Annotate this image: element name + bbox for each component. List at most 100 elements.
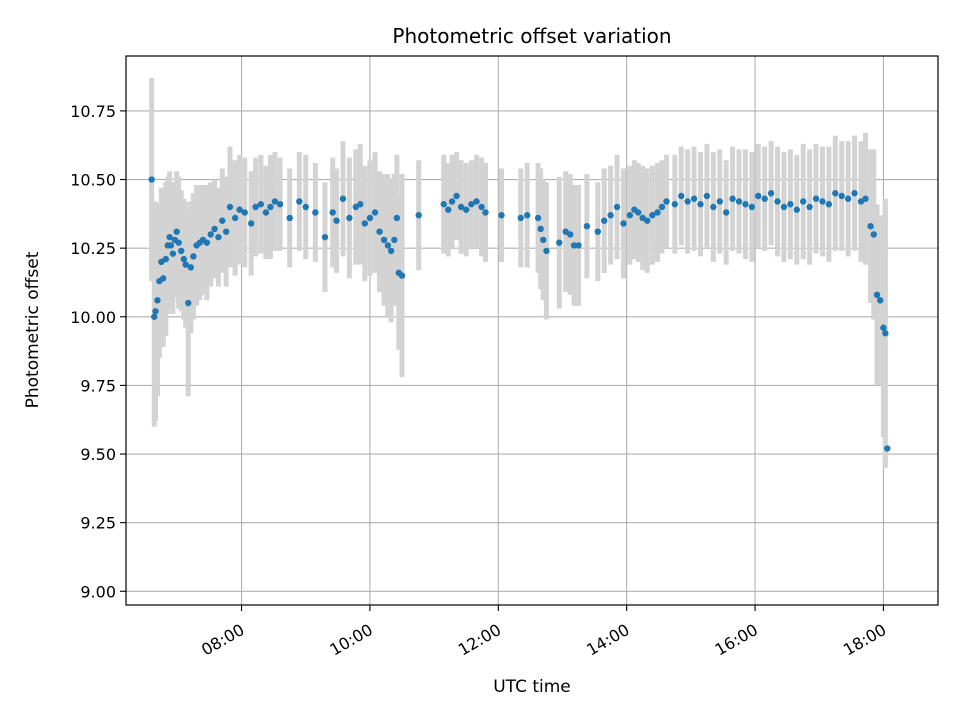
data-point xyxy=(175,239,182,246)
data-point xyxy=(870,231,878,238)
data-point xyxy=(339,195,347,202)
data-point xyxy=(231,214,239,222)
data-point xyxy=(371,209,379,216)
data-point xyxy=(271,198,279,205)
data-point xyxy=(812,195,820,202)
data-point xyxy=(302,203,309,211)
data-point xyxy=(537,225,544,233)
data-point xyxy=(678,192,685,200)
data-point xyxy=(187,264,195,271)
data-point xyxy=(644,217,651,224)
y-tick-label: 10.25 xyxy=(70,239,116,258)
data-point xyxy=(185,299,192,307)
data-point xyxy=(384,242,392,249)
data-point xyxy=(806,203,813,211)
data-point xyxy=(671,201,679,208)
data-point xyxy=(468,201,475,208)
data-point xyxy=(215,233,222,241)
data-point xyxy=(517,214,524,222)
data-point xyxy=(884,445,891,452)
data-point xyxy=(583,222,591,230)
data-point xyxy=(543,247,550,255)
data-point xyxy=(391,236,398,244)
data-point xyxy=(357,201,364,208)
data-point xyxy=(482,209,489,216)
data-point xyxy=(880,324,887,331)
data-points xyxy=(148,176,891,452)
data-point xyxy=(819,198,826,205)
data-point xyxy=(398,272,406,279)
data-point xyxy=(649,212,656,219)
y-tick-label: 10.50 xyxy=(70,171,116,190)
data-point xyxy=(387,247,395,255)
data-point xyxy=(190,253,197,260)
data-point xyxy=(566,231,574,238)
data-point xyxy=(832,190,839,197)
data-point xyxy=(690,195,698,202)
data-point xyxy=(203,239,211,246)
data-point xyxy=(167,242,175,249)
y-tick-label: 9.50 xyxy=(80,445,116,464)
data-point xyxy=(169,250,177,257)
data-point xyxy=(182,261,189,268)
data-point xyxy=(448,198,456,205)
data-point xyxy=(716,198,723,205)
data-point xyxy=(478,203,485,211)
y-tick-label: 9.00 xyxy=(80,582,116,601)
data-point xyxy=(800,198,807,205)
data-point xyxy=(767,190,775,197)
data-point xyxy=(241,209,248,216)
data-point xyxy=(457,203,465,211)
data-point xyxy=(321,233,329,241)
y-tick-label: 9.75 xyxy=(80,376,116,395)
data-point xyxy=(774,198,781,205)
data-point xyxy=(882,330,889,337)
data-point xyxy=(523,212,531,219)
data-point xyxy=(498,212,505,219)
data-point xyxy=(211,225,218,233)
data-point xyxy=(166,233,173,241)
data-point xyxy=(684,198,691,205)
data-point xyxy=(151,313,158,320)
data-point xyxy=(453,192,460,200)
data-point xyxy=(346,214,353,222)
data-point xyxy=(761,195,768,202)
data-point xyxy=(162,255,169,263)
data-point xyxy=(620,220,627,227)
data-point xyxy=(601,217,608,224)
data-point xyxy=(440,201,447,208)
data-point xyxy=(226,203,234,211)
data-point xyxy=(825,201,833,208)
data-point xyxy=(663,198,670,205)
data-point xyxy=(703,192,711,200)
data-point xyxy=(219,217,226,224)
data-point xyxy=(780,203,788,211)
data-point xyxy=(173,228,180,235)
data-point xyxy=(160,275,167,282)
data-point xyxy=(838,192,845,200)
data-point xyxy=(415,212,422,219)
y-axis-ticks: 9.00 9.25 9.50 9.75 10.00 10.25 10.50 10.75 xyxy=(70,102,126,601)
data-point xyxy=(654,209,661,216)
x-axis-title: UTC time xyxy=(493,677,571,697)
data-point xyxy=(247,220,255,227)
y-tick-label: 10.75 xyxy=(70,102,116,121)
data-point xyxy=(594,228,601,235)
data-point xyxy=(262,209,270,216)
data-point xyxy=(463,206,470,213)
data-point xyxy=(380,236,388,244)
data-point xyxy=(607,212,614,219)
data-point xyxy=(635,209,642,216)
data-point xyxy=(710,203,717,211)
data-point xyxy=(722,209,730,216)
data-point xyxy=(296,198,303,205)
data-point xyxy=(851,190,858,197)
plot-frame xyxy=(125,55,939,606)
data-point xyxy=(445,206,452,213)
data-point xyxy=(333,217,340,224)
y-axis-title: Photometric offset xyxy=(23,251,43,408)
data-point xyxy=(366,214,374,222)
data-point xyxy=(787,201,794,208)
data-point xyxy=(267,203,274,211)
